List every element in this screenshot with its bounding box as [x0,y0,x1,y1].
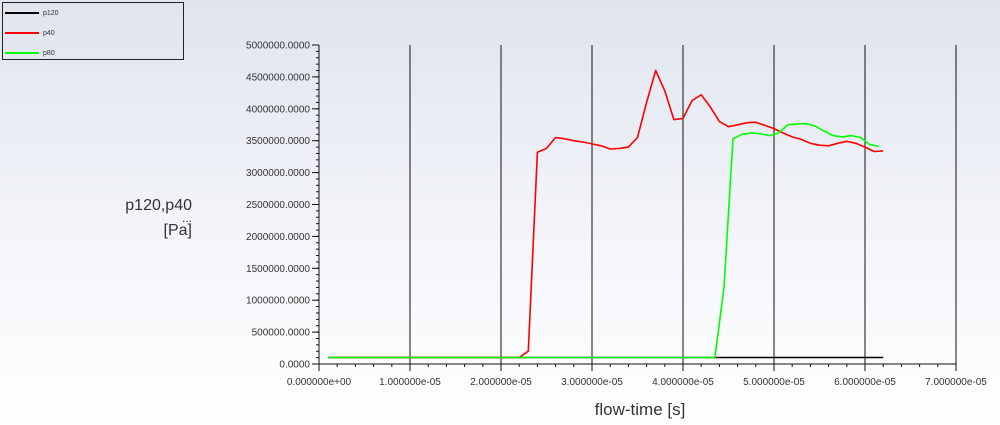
y-tick-label: 3000000.0000 [246,168,310,179]
legend-item-p120: p120 [5,7,59,19]
y-tick-label: 0.0000 [279,360,310,371]
legend-label-p120: p120 [43,9,59,17]
y-axis-label-ellipsis: ... [181,211,192,225]
y-tick-label: 2500000.0000 [246,200,310,211]
y-tick-label: 5000000.0000 [246,41,310,52]
x-tick-label: 1.000000e-05 [379,377,441,388]
y-axis-label-unit: [Pa] [163,222,192,239]
x-tick-label: 5.000000e-05 [743,377,805,388]
x-tick-label: 6.000000e-05 [834,377,896,388]
y-tick-label: 500000.0000 [252,328,311,339]
y-tick-label: 4500000.0000 [246,72,310,83]
y-tick-label: 1500000.0000 [246,264,310,275]
y-axis-label: p120,p40 ... [Pa] [95,197,192,239]
y-tick-label: 2000000.0000 [246,232,310,243]
legend-item-p80: p80 [5,47,55,59]
legend-label-p80: p80 [43,49,55,57]
legend-item-p40: p40 [5,27,55,39]
x-tick-label: 2.000000e-05 [470,377,532,388]
legend-swatch-p120 [5,12,39,14]
legend-swatch-p40 [5,32,39,34]
x-tick-label: 3.000000e-05 [561,377,623,388]
series-line-p80 [328,122,879,359]
x-tick-label: 0.000000e+00 [287,377,352,388]
x-axis-label: flow-time [s] [594,400,686,419]
y-tick-label: 1000000.0000 [246,296,310,307]
y-tick-label: 3500000.0000 [246,136,310,147]
legend-label-p40: p40 [43,29,55,37]
legend: p120 p40 p80 [2,2,184,60]
x-tick-label: 4.000000e-05 [652,377,714,388]
y-tick-label: 4000000.0000 [246,104,310,115]
series-line-p40 [328,69,884,359]
legend-swatch-p80 [5,52,39,54]
y-axis-label-series: p120,p40 [125,197,192,214]
x-tick-label: 7.000000e-05 [925,377,987,388]
